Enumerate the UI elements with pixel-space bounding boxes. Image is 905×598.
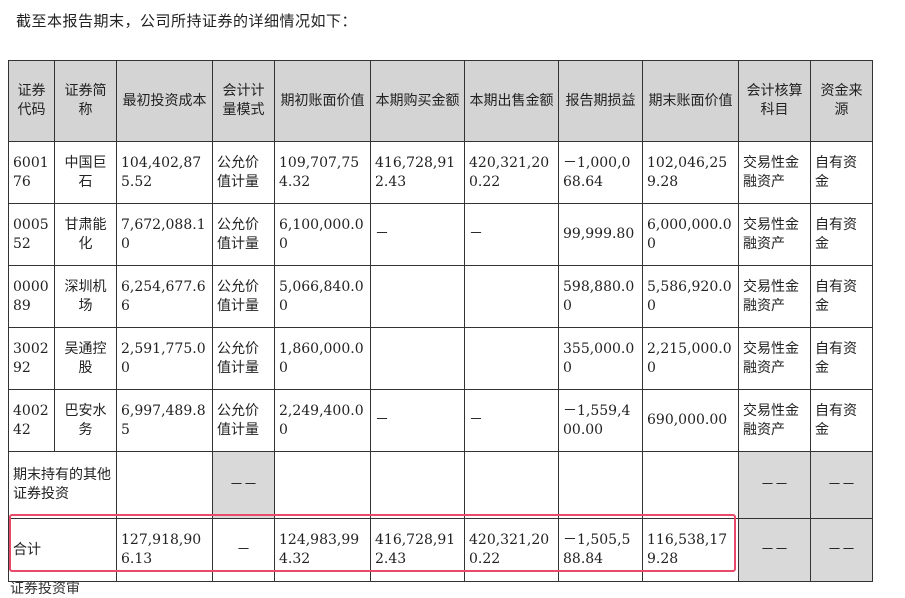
cost-cell: 7,672,088.10 (116, 203, 213, 266)
mode-cell: 公允价值计量 (212, 141, 275, 204)
total-cost-cell: 127,918,906.13 (116, 518, 213, 582)
begin-value-cell: 6,100,000.00 (274, 203, 371, 266)
name-cell: 深圳机场 (54, 265, 117, 328)
begin-value-cell: 109,707,754.32 (274, 141, 371, 204)
header-cell: 本期购买金额 (370, 60, 465, 142)
sell-amount-cell (464, 265, 559, 328)
buy-amount-cell: － (370, 389, 465, 452)
end-value-cell: 6,000,000.00 (642, 203, 739, 266)
account-cell: 交易性金融资产 (738, 327, 811, 390)
name-cell: 中国巨石 (54, 141, 117, 204)
begin-value-cell: 2,249,400.00 (274, 389, 371, 452)
name-cell: 甘肃能化 (54, 203, 117, 266)
sell-amount-cell: － (464, 203, 559, 266)
cost-cell: 6,254,677.66 (116, 265, 213, 328)
table-header: 证券代码 证券简称 最初投资成本 会计计量模式 期初账面价值 本期购买金额 本期… (8, 60, 873, 142)
intro-text: 截至本报告期末，公司所持证券的详细情况如下： (16, 12, 358, 30)
end-value-cell: 690,000.00 (642, 389, 739, 452)
total-profit-loss-cell: －1,505,588.84 (558, 518, 643, 582)
cut-off-row-label: 证券投资审 (10, 581, 80, 597)
total-label: 合计 (8, 518, 117, 582)
empty-cell (464, 451, 559, 519)
table-row: 300292 吴通控股 2,591,775.00 公允价值计量 1,860,00… (8, 327, 873, 390)
end-value-cell: 5,586,920.00 (642, 265, 739, 328)
total-buy-cell: 416,728,912.43 (370, 518, 465, 582)
source-cell: 自有资金 (810, 327, 873, 390)
total-sell-cell: 420,321,200.22 (464, 518, 559, 582)
name-cell: 巴安水务 (54, 389, 117, 452)
total-source-cell: －－ (810, 518, 873, 582)
begin-value-cell: 1,860,000.00 (274, 327, 371, 390)
sell-amount-cell: － (464, 389, 559, 452)
account-cell: 交易性金融资产 (738, 389, 811, 452)
empty-cell (558, 451, 643, 519)
table-row: 600176 中国巨石 104,402,875.52 公允价值计量 109,70… (8, 141, 873, 204)
code-cell: 000089 (8, 265, 55, 328)
code-cell: 300292 (8, 327, 55, 390)
cost-cell: 104,402,875.52 (116, 141, 213, 204)
mode-cell: 公允价值计量 (212, 389, 275, 452)
source-cell: 自有资金 (810, 141, 873, 204)
buy-amount-cell: 416,728,912.43 (370, 141, 465, 204)
table-row: 000089 深圳机场 6,254,677.66 公允价值计量 5,066,84… (8, 265, 873, 328)
cost-cell: 6,997,489.85 (116, 389, 213, 452)
account-cell: 交易性金融资产 (738, 265, 811, 328)
account-cell: 交易性金融资产 (738, 141, 811, 204)
begin-value-cell: 5,066,840.00 (274, 265, 371, 328)
mode-cell: 公允价值计量 (212, 203, 275, 266)
profit-loss-cell: 355,000.00 (558, 327, 643, 390)
source-cell: 自有资金 (810, 389, 873, 452)
empty-cell (642, 451, 739, 519)
sell-amount-cell (464, 327, 559, 390)
profit-loss-cell: 598,880.00 (558, 265, 643, 328)
mode-cell: 公允价值计量 (212, 327, 275, 390)
table-row: 000552 甘肃能化 7,672,088.10 公允价值计量 6,100,00… (8, 203, 873, 266)
empty-cell (116, 451, 213, 519)
total-account-cell: －－ (738, 518, 811, 582)
sell-amount-cell: 420,321,200.22 (464, 141, 559, 204)
end-value-cell: 102,046,259.28 (642, 141, 739, 204)
account-cell: －－ (738, 451, 811, 519)
header-cell: 会计计量模式 (212, 60, 275, 142)
buy-amount-cell (370, 327, 465, 390)
source-cell: 自有资金 (810, 265, 873, 328)
empty-cell (274, 451, 371, 519)
total-begin-cell: 124,983,994.32 (274, 518, 371, 582)
header-cell: 会计核算科目 (738, 60, 811, 142)
cost-cell: 2,591,775.00 (116, 327, 213, 390)
profit-loss-cell: －1,000,068.64 (558, 141, 643, 204)
header-cell: 期末账面价值 (642, 60, 739, 142)
header-cell: 证券代码 (8, 60, 55, 142)
other-securities-row: 期末持有的其他证券投资 －－ －－ －－ (8, 451, 873, 519)
header-cell: 最初投资成本 (116, 60, 213, 142)
source-cell: 自有资金 (810, 203, 873, 266)
header-cell: 报告期损益 (558, 60, 643, 142)
code-cell: 000552 (8, 203, 55, 266)
header-cell: 本期出售金额 (464, 60, 559, 142)
name-cell: 吴通控股 (54, 327, 117, 390)
securities-table: 证券代码 证券简称 最初投资成本 会计计量模式 期初账面价值 本期购买金额 本期… (8, 60, 873, 582)
buy-amount-cell (370, 265, 465, 328)
header-cell: 证券简称 (54, 60, 117, 142)
code-cell: 600176 (8, 141, 55, 204)
buy-amount-cell: － (370, 203, 465, 266)
total-mode-cell: － (212, 518, 275, 582)
empty-cell (370, 451, 465, 519)
mode-cell: 公允价值计量 (212, 265, 275, 328)
profit-loss-cell: 99,999.80 (558, 203, 643, 266)
profit-loss-cell: －1,559,400.00 (558, 389, 643, 452)
header-cell: 期初账面价值 (274, 60, 371, 142)
source-cell: －－ (810, 451, 873, 519)
account-cell: 交易性金融资产 (738, 203, 811, 266)
other-securities-label: 期末持有的其他证券投资 (8, 451, 117, 519)
total-row: 合计 127,918,906.13 － 124,983,994.32 416,7… (8, 518, 873, 582)
total-end-cell: 116,538,179.28 (642, 518, 739, 582)
header-cell: 资金来源 (810, 60, 873, 142)
code-cell: 400242 (8, 389, 55, 452)
table-row: 400242 巴安水务 6,997,489.85 公允价值计量 2,249,40… (8, 389, 873, 452)
mode-cell: －－ (212, 451, 275, 519)
end-value-cell: 2,215,000.00 (642, 327, 739, 390)
